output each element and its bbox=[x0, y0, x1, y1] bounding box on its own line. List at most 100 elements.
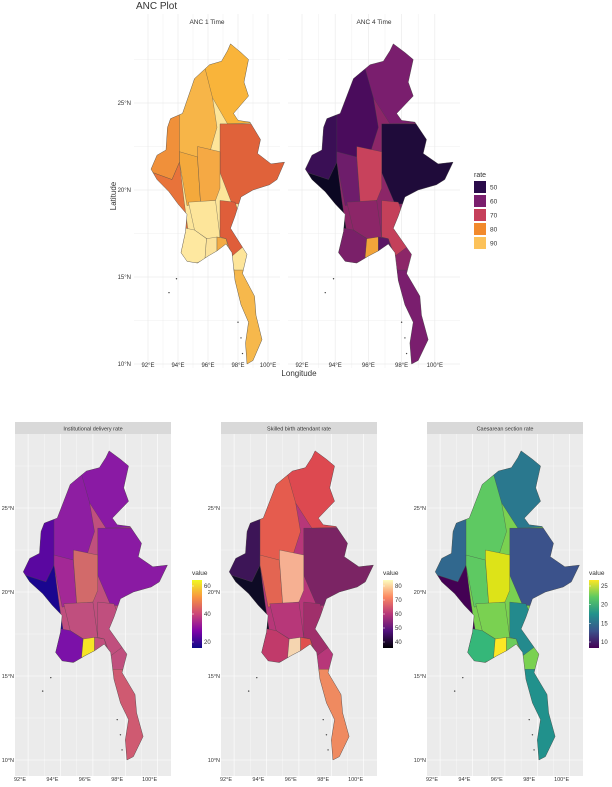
island bbox=[256, 676, 258, 679]
legend-label: 25 bbox=[601, 584, 608, 590]
island bbox=[322, 718, 324, 721]
x-tick-label: 92°E bbox=[14, 777, 26, 782]
strip bbox=[221, 422, 377, 434]
legend-swatch bbox=[474, 209, 486, 221]
island bbox=[462, 676, 464, 679]
y-axis-label: Latitude bbox=[109, 181, 118, 210]
x-tick-label: 94°E bbox=[252, 777, 264, 782]
legend-title: value bbox=[192, 570, 208, 577]
facet-title: ANC 4 Time bbox=[356, 19, 391, 26]
x-tick-label: 94°E bbox=[46, 777, 58, 782]
y-tick-label: 15°N bbox=[414, 674, 426, 680]
region bbox=[381, 123, 454, 205]
y-tick-label: 10°N bbox=[208, 758, 220, 764]
region bbox=[364, 236, 379, 259]
island bbox=[404, 337, 406, 339]
strip bbox=[15, 422, 171, 434]
island bbox=[121, 749, 123, 751]
region bbox=[279, 549, 304, 604]
island bbox=[533, 749, 535, 751]
panel-title: Institutional delivery rate bbox=[63, 427, 122, 433]
legend-label: 20 bbox=[601, 603, 608, 609]
y-tick-label: 25°N bbox=[414, 506, 426, 512]
x-tick-label: 94°E bbox=[329, 363, 342, 369]
island bbox=[50, 676, 52, 679]
island bbox=[240, 337, 242, 339]
island bbox=[528, 718, 530, 721]
colorbar bbox=[192, 580, 202, 648]
island bbox=[241, 352, 244, 355]
legend-label: 60 bbox=[204, 584, 211, 590]
region bbox=[485, 549, 510, 604]
legend-label: 10 bbox=[601, 640, 608, 646]
legend-swatch bbox=[474, 223, 486, 235]
y-tick-label: 25°N bbox=[2, 506, 14, 512]
region bbox=[305, 111, 338, 180]
x-tick-label: 92°E bbox=[141, 363, 154, 369]
x-tick-label: 96°E bbox=[201, 363, 214, 369]
island bbox=[116, 718, 118, 721]
legend-title: value bbox=[383, 570, 399, 577]
legend-label: 80 bbox=[490, 227, 498, 234]
x-tick-label: 100°E bbox=[348, 777, 363, 782]
island bbox=[325, 734, 328, 736]
legend-swatch bbox=[474, 195, 486, 207]
legend-title: rate bbox=[474, 172, 486, 179]
x-tick-label: 96°E bbox=[491, 777, 503, 782]
x-tick-label: 92°E bbox=[220, 777, 232, 782]
island bbox=[237, 321, 239, 323]
legend-title: value bbox=[589, 570, 605, 577]
island bbox=[405, 352, 408, 355]
region bbox=[219, 123, 285, 205]
x-tick-label: 96°E bbox=[362, 363, 375, 369]
x-tick-label: 98°E bbox=[317, 777, 329, 782]
x-tick-label: 92°E bbox=[295, 363, 308, 369]
island bbox=[247, 690, 250, 692]
panel-title: Skilled birth attendant rate bbox=[267, 427, 331, 433]
island bbox=[531, 734, 534, 736]
panel-title: Caesarean section rate bbox=[477, 427, 534, 433]
legend-label: 70 bbox=[395, 598, 402, 604]
x-tick-label: 98°E bbox=[111, 777, 123, 782]
y-tick-label: 20°N bbox=[208, 590, 220, 596]
colorbar bbox=[383, 580, 393, 648]
strip bbox=[427, 422, 583, 434]
map bbox=[305, 43, 454, 365]
legend-swatch bbox=[474, 181, 486, 193]
legend-label: 50 bbox=[395, 626, 402, 632]
y-tick-label: 10°N bbox=[414, 758, 426, 764]
x-tick-label: 94°E bbox=[171, 363, 184, 369]
legend-label: 40 bbox=[395, 640, 402, 646]
region bbox=[219, 200, 249, 257]
legend-label: 80 bbox=[395, 584, 402, 590]
x-tick-label: 100°E bbox=[554, 777, 569, 782]
y-tick-label: 20°N bbox=[118, 188, 131, 194]
region bbox=[204, 236, 218, 259]
y-tick-label: 15°N bbox=[208, 674, 220, 680]
legend-swatch bbox=[474, 237, 486, 249]
island bbox=[324, 291, 326, 294]
y-tick-label: 20°N bbox=[414, 590, 426, 596]
region bbox=[197, 146, 221, 203]
x-tick-label: 98°E bbox=[395, 363, 408, 369]
region bbox=[151, 111, 180, 180]
country-outline bbox=[435, 450, 580, 761]
y-tick-label: 25°N bbox=[208, 506, 220, 512]
region bbox=[73, 549, 98, 604]
x-tick-label: 98°E bbox=[523, 777, 535, 782]
colorbar bbox=[589, 580, 599, 648]
facet-title: ANC 1 Time bbox=[189, 19, 224, 26]
region bbox=[230, 269, 272, 365]
x-tick-label: 92°E bbox=[426, 777, 438, 782]
legend-label: 50 bbox=[490, 185, 498, 192]
y-tick-label: 10°N bbox=[118, 362, 131, 368]
country-outline bbox=[229, 450, 374, 761]
island bbox=[175, 278, 178, 280]
x-tick-label: 100°E bbox=[142, 777, 157, 782]
legend-label: 60 bbox=[490, 199, 498, 206]
legend-label: 20 bbox=[204, 640, 211, 646]
y-tick-label: 15°N bbox=[118, 275, 131, 281]
x-tick-label: 100°E bbox=[260, 363, 276, 369]
